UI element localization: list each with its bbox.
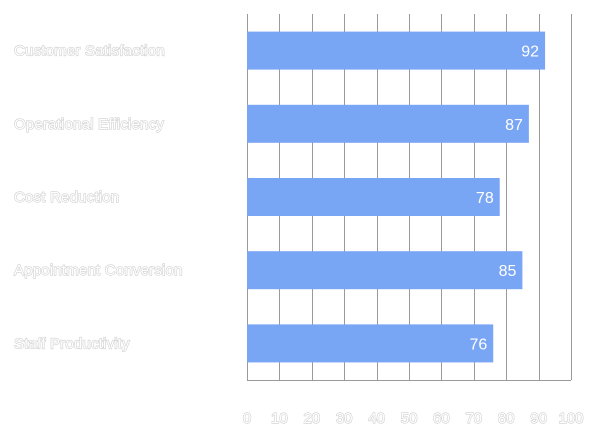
x-tick-label: 70 (465, 410, 482, 427)
category-label: Operational Efficiency (14, 116, 164, 133)
category-label: Appointment Conversion (14, 262, 183, 279)
bar-value-label: 78 (476, 190, 494, 207)
x-tick-labels: 0 10 20 30 40 50 60 70 80 90 100 (242, 409, 584, 427)
bars: 92 87 78 85 76 (247, 31, 546, 363)
bar-value-label: 87 (505, 117, 523, 134)
x-tick-label: 20 (303, 410, 320, 427)
bar-value-label: 85 (499, 263, 517, 280)
x-tick-label: 80 (498, 410, 515, 427)
x-tick-label: 10 (271, 410, 288, 427)
bar (247, 324, 494, 363)
x-tick-label: 60 (433, 410, 450, 427)
bar-value-label: 92 (521, 44, 539, 61)
x-tick-label: 50 (401, 410, 418, 427)
bar (247, 104, 529, 143)
x-tick-label: 100 (558, 410, 583, 427)
bar (247, 31, 546, 70)
bar (247, 251, 523, 290)
category-label: Customer Satisfaction (14, 43, 165, 60)
x-tick-label: 40 (368, 410, 385, 427)
category-label: Cost Reduction (14, 189, 119, 206)
x-tick-label: 30 (336, 410, 353, 427)
x-tick-label: 90 (530, 410, 547, 427)
x-tick-label: 0 (243, 410, 251, 427)
category-labels: Customer Satisfaction Operational Efficie… (13, 42, 183, 353)
category-label: Staff Productivity (14, 335, 130, 352)
bar (247, 178, 500, 216)
bar-value-label: 76 (469, 336, 487, 353)
